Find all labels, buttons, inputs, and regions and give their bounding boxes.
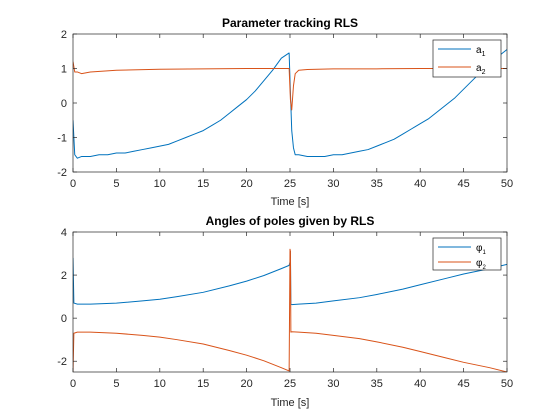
axes-box <box>72 33 508 173</box>
x-tick-label: 40 <box>414 178 426 190</box>
legend-label-base: φ <box>476 243 483 254</box>
y-tick-label: 2 <box>61 29 67 41</box>
legend-box <box>432 237 502 271</box>
x-axis-label: Time [s] <box>271 397 310 409</box>
x-tick-label: 0 <box>70 178 76 190</box>
y-tick-label: 0 <box>61 313 67 325</box>
x-tick-label: 10 <box>154 178 166 190</box>
y-tick-label: -2 <box>57 167 67 179</box>
y-tick-label: -1 <box>57 133 67 145</box>
x-tick-label: 15 <box>197 178 209 190</box>
axes-title: Angles of poles given by RLS <box>206 214 375 228</box>
axes-title: Parameter tracking RLS <box>222 16 358 30</box>
x-tick-label: 50 <box>501 178 513 190</box>
legend-label: φ1 <box>476 243 486 256</box>
x-tick-label: 30 <box>327 378 339 390</box>
x-tick-label: 45 <box>457 378 469 390</box>
series-group <box>73 49 507 159</box>
series-line-a2 <box>73 61 507 111</box>
x-tick-label: 15 <box>197 378 209 390</box>
legend-label-base: a <box>476 45 482 56</box>
legend-label-base: φ <box>476 258 483 269</box>
x-tick-label: 50 <box>501 378 513 390</box>
y-tick-label: 1 <box>61 64 67 76</box>
x-axis-label: Time [s] <box>271 196 310 208</box>
y-tick-label: -2 <box>57 356 67 368</box>
y-tick-label: 0 <box>61 98 67 110</box>
x-tick-label: 5 <box>113 378 119 390</box>
legend-label-subscript: 1 <box>482 51 486 58</box>
series-group <box>73 248 507 372</box>
axes-box <box>72 231 508 373</box>
legend-label-subscript: 2 <box>482 69 486 76</box>
y-tick-label: 2 <box>61 270 67 282</box>
x-tick-label: 45 <box>457 178 469 190</box>
x-tick-label: 35 <box>371 378 383 390</box>
x-tick-label: 10 <box>154 378 166 390</box>
legend-label: a1 <box>476 45 486 58</box>
x-tick-label: 30 <box>327 178 339 190</box>
x-tick-label: 35 <box>371 178 383 190</box>
legend-label-base: a <box>476 63 482 74</box>
series-line-φ2 <box>73 248 507 372</box>
x-tick-label: 25 <box>284 378 296 390</box>
x-tick-label: 20 <box>240 378 252 390</box>
axes-parameter-tracking: 0 5 10 15 20 25 30 35 40 45 50 -2 -1 0 1 2 Parameter tr… <box>57 16 513 208</box>
x-tick-label: 0 <box>70 378 76 390</box>
tick-group: 0 5 10 15 20 25 30 35 40 45 50 -2 -1 0 1 2 <box>57 29 513 190</box>
legend-label-subscript: 1 <box>482 250 486 256</box>
legend-box <box>432 39 502 78</box>
x-tick-label: 20 <box>240 178 252 190</box>
legend-label: a2 <box>476 63 486 76</box>
x-tick-label: 40 <box>414 378 426 390</box>
legend-label: φ2 <box>476 258 486 271</box>
y-tick-label: 4 <box>61 227 67 239</box>
x-tick-label: 25 <box>284 178 296 190</box>
x-tick-label: 5 <box>113 178 119 190</box>
legend-label-subscript: 2 <box>482 265 486 271</box>
